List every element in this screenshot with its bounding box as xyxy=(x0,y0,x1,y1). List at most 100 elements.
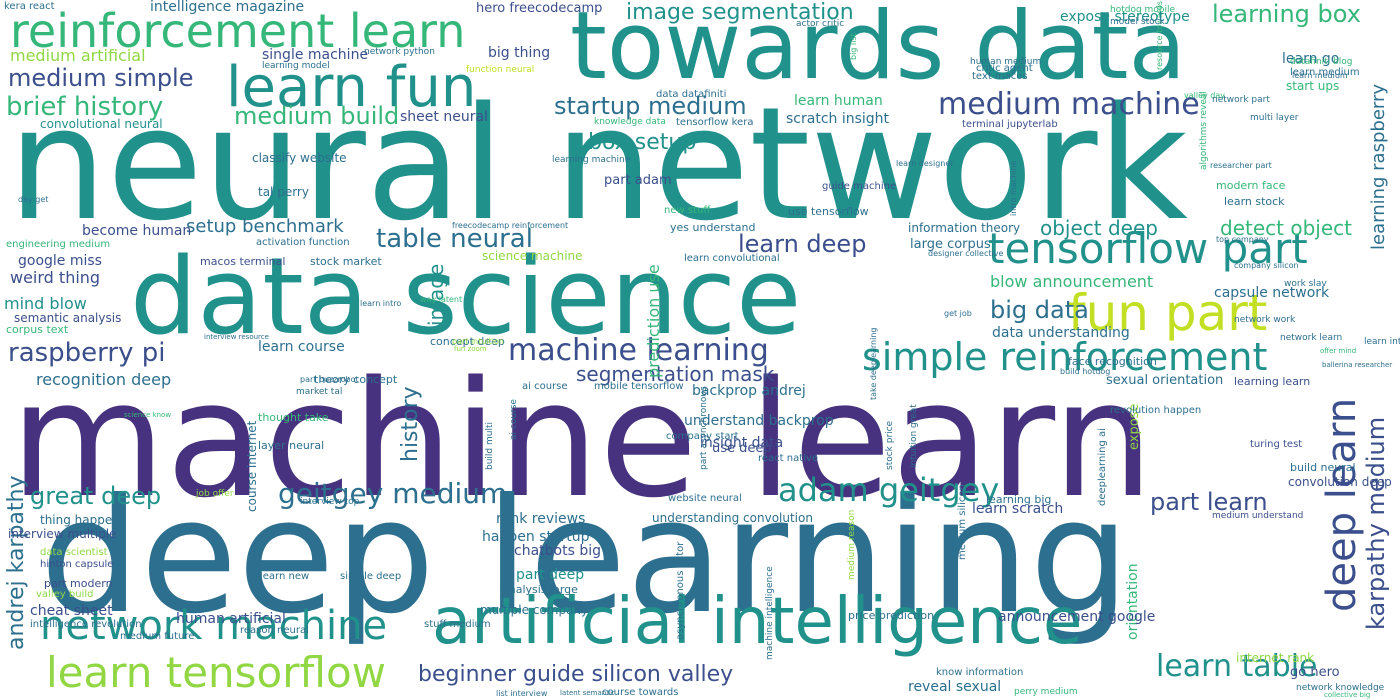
word-valley-day: valley day xyxy=(1184,91,1225,100)
word-use-tensorflow: use tensorflow xyxy=(788,205,869,218)
word-andrej-karpathy: andrej karpathy xyxy=(4,475,29,650)
word-knowledge-data: knowledge data xyxy=(594,117,666,127)
word-weird-thing: weird thing xyxy=(10,268,101,287)
word-reason-neural: reason neural xyxy=(240,625,309,636)
word-go-hero: go hero xyxy=(1290,665,1340,680)
word-theory-concept: theory concept xyxy=(314,373,398,386)
word-intelligence-magazine: intelligence magazine xyxy=(150,0,305,15)
word-top-company: top company xyxy=(1216,235,1269,244)
word-big-data: big data xyxy=(990,296,1089,324)
word-revolution-happen: revolution happen xyxy=(1110,405,1202,416)
word-course-towards: course towards xyxy=(602,687,679,698)
word-beginner-guide-silicon-valley: beginner guide silicon valley xyxy=(418,662,734,687)
word-list-interview: list interview xyxy=(496,689,548,698)
word-market-tal: market tal xyxy=(296,387,343,397)
word-critic-agent: critic agent xyxy=(976,63,1033,74)
word-karpathy-medium: karpathy medium xyxy=(1362,416,1390,630)
word-data-scientist: data scientist xyxy=(40,547,108,558)
word-company-silicon: company silicon xyxy=(1234,261,1299,270)
word-network-machine: network machine xyxy=(40,603,388,649)
word-kera-react: kera react xyxy=(4,1,55,12)
word-multiple-company: multiple company xyxy=(480,603,589,617)
word-actor-critic: actor critic xyxy=(796,19,845,29)
word-human-artificial: human artificial xyxy=(176,611,286,627)
word-learn-course: learn course xyxy=(258,339,345,355)
word-medium-future: medium future xyxy=(120,631,195,642)
word-text-macos: text macos xyxy=(972,71,1028,82)
word-get-job: get job xyxy=(944,309,972,318)
word-learning-machine: learning machine xyxy=(552,155,631,165)
word-hinton-capsule: hinton capsule xyxy=(40,559,114,570)
word-use-deep: use deep xyxy=(712,441,772,456)
word-science-know: science know xyxy=(124,411,172,419)
word-network-learn: network learn xyxy=(1280,333,1343,343)
word-raspberry-pi: raspberry pi xyxy=(8,338,166,368)
word-expose-stereotype: expose stereotype xyxy=(1060,9,1190,25)
word-simple-deep: simple deep xyxy=(340,571,402,582)
word-price-prediction: price prediction xyxy=(848,609,935,622)
word-sexual-orientation: sexual orientation xyxy=(1106,373,1224,388)
word-learn-interview: learn interview xyxy=(1364,337,1400,347)
word-asynchronous-actor: asynchronous actor xyxy=(675,541,686,640)
word-great-deep: great deep xyxy=(30,482,162,510)
word-fun-part: fun part xyxy=(1068,284,1268,342)
word-artificial-intelligence: artificial intelligence xyxy=(432,585,1083,659)
word-learning-learn: learning learn xyxy=(1234,375,1311,388)
word-deep-learn: deep learn xyxy=(1319,397,1365,612)
word-freecodecamp-reinforcement: freecodecamp reinforcement xyxy=(452,221,569,230)
word-ai-course-v: ai course xyxy=(509,399,519,440)
word-tal-perry: tal perry xyxy=(258,185,309,199)
word-learn-go: learn go xyxy=(1282,51,1340,67)
word-understand-backprop: understand backprop xyxy=(684,413,834,429)
word-fun-zoom: fun zoom xyxy=(454,345,487,353)
word-mobile-tensorflow: mobile tensorflow xyxy=(594,381,684,392)
word-history: history xyxy=(398,386,423,462)
word-insight-data: insight data xyxy=(700,435,784,451)
word-perry-medium: perry medium xyxy=(1014,687,1078,697)
word-medium-reason: medium reason xyxy=(847,509,857,580)
word-offer-mind: offer mind xyxy=(1320,347,1357,355)
word-learn-fun: learn fun xyxy=(226,55,477,120)
word-algorithms-reveal: algorithms reveal xyxy=(1199,91,1209,170)
word-human-medium: human medium xyxy=(970,57,1042,67)
word-chatbots-big: chatbots big xyxy=(514,543,601,559)
word-sheet-neural: sheet neural xyxy=(400,109,488,125)
word-hero-freecodecamp: hero freecodecamp xyxy=(476,1,603,16)
word-deep-learning: deep learning xyxy=(40,465,1130,649)
word-stuff-medium: stuff medium xyxy=(424,619,491,630)
word-new-stuff: new stuff xyxy=(664,205,711,216)
word-brief-history: brief history xyxy=(6,92,164,122)
word-machine-learning: machine learning xyxy=(508,333,769,368)
word-medium-silicon: medium silicon xyxy=(957,484,968,560)
word-convolutional-neural: convolutional neural xyxy=(40,117,163,131)
word-part-deep: part deep xyxy=(516,567,585,583)
word-company-start: company start xyxy=(666,431,739,442)
word-announcement-google: announcement google xyxy=(998,609,1156,625)
word-learn-medium: learn medium xyxy=(1290,67,1360,78)
word-way-latent: way latent xyxy=(420,295,463,304)
word-thought-take: thought take xyxy=(258,411,329,424)
word-researcher-part: researcher part xyxy=(1210,161,1272,170)
word-happen-startup: happen startup xyxy=(482,529,590,545)
word-interview-multiple: interview multiple xyxy=(8,527,117,541)
word-medium-build: medium build xyxy=(234,102,400,130)
word-stock-market: stock market xyxy=(310,255,382,268)
word-interview-resource: interview resource xyxy=(204,333,269,341)
word-medium-simple: medium simple xyxy=(8,64,194,92)
word-website-neural: website neural xyxy=(668,493,742,504)
word-box-setup: box setup xyxy=(588,130,697,155)
word-model-stock: model stock xyxy=(1110,17,1165,27)
word-build-neural: build neural xyxy=(1290,461,1356,474)
word-part-learn: part learn xyxy=(1150,488,1268,516)
word-ai-course: ai course xyxy=(522,381,568,392)
word-prediction-use: prediction use xyxy=(644,264,663,378)
word-geitgey-medium: geitgey medium xyxy=(278,477,508,510)
word-activation-function: activation function xyxy=(256,237,350,248)
word-big-list: big list xyxy=(849,33,858,60)
word-build-multi: build multi xyxy=(485,422,495,470)
word-datafiniti-blog: datafiniti blog xyxy=(1290,57,1353,67)
word-stock-price: stock price xyxy=(885,420,895,470)
word-tensorflow-kera: tensorflow kera xyxy=(676,117,754,128)
word-network-knowledge: network knowledge xyxy=(1296,683,1385,693)
